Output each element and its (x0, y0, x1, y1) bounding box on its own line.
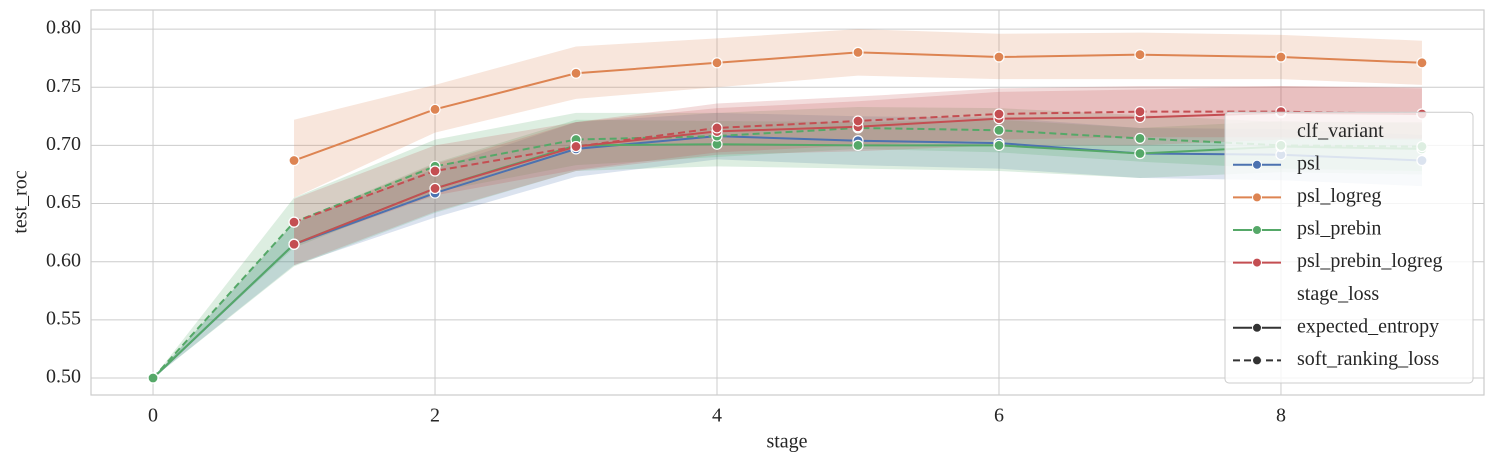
legend-label: psl_prebin (1297, 218, 1381, 240)
data-point (711, 122, 723, 134)
data-point (570, 140, 582, 153)
legend-label: psl_prebin_logreg (1297, 250, 1443, 272)
legend-marker (1252, 355, 1262, 366)
data-point (993, 124, 1005, 136)
data-point (1134, 49, 1146, 61)
data-point (1275, 51, 1287, 63)
legend-marker (1252, 159, 1262, 170)
data-point (288, 154, 300, 167)
confidence-band (153, 119, 1422, 379)
legend-marker (1252, 322, 1262, 333)
y-tick-label: 0.50 (46, 366, 81, 388)
y-tick-label: 0.55 (46, 307, 81, 329)
data-point (288, 216, 300, 228)
confidence-band (294, 86, 1422, 246)
confidence-band (153, 107, 1422, 379)
data-point (711, 57, 723, 69)
x-axis-label: stage (766, 431, 807, 453)
legend-title: stage_loss (1297, 283, 1379, 305)
legend-label: psl (1297, 152, 1321, 174)
legend-title: clf_variant (1297, 120, 1384, 142)
data-point (1416, 57, 1428, 69)
confidence-band (153, 112, 1422, 379)
data-point (1134, 132, 1146, 145)
legend-box (1224, 111, 1474, 384)
data-point (852, 46, 864, 58)
data-point (852, 139, 864, 151)
data-point (852, 115, 864, 127)
series-line (152, 126, 1422, 379)
data-point (429, 103, 441, 115)
data-point (993, 51, 1005, 63)
data-point (1134, 106, 1146, 118)
data-point (1134, 147, 1146, 160)
legend-marker (1252, 257, 1262, 268)
data-point (570, 67, 582, 79)
data-point (147, 372, 159, 384)
x-tick-label: 4 (712, 405, 722, 427)
legend-marker (1252, 192, 1262, 203)
x-tick-label: 6 (994, 405, 1004, 427)
data-point (288, 238, 300, 250)
y-axis-label: test_roc (10, 170, 32, 233)
y-tick-label: 0.60 (46, 249, 81, 271)
legend-label: psl_logreg (1297, 185, 1381, 207)
data-point (993, 108, 1005, 120)
confidence-band (294, 86, 1422, 266)
series-line (152, 135, 1423, 379)
data-point (429, 182, 441, 195)
data-point (993, 139, 1005, 151)
data-point (429, 165, 441, 177)
legend-label: soft_ranking_loss (1297, 348, 1439, 370)
x-tick-label: 8 (1276, 405, 1286, 427)
x-tick-label: 0 (148, 405, 158, 427)
y-tick-label: 0.80 (46, 17, 81, 39)
legend-marker (1252, 225, 1262, 235)
y-tick-label: 0.70 (46, 133, 81, 155)
y-tick-label: 0.75 (46, 75, 81, 97)
legend-label: expected_entropy (1297, 315, 1439, 337)
x-tick-label: 2 (430, 405, 440, 427)
y-tick-label: 0.65 (46, 191, 81, 213)
